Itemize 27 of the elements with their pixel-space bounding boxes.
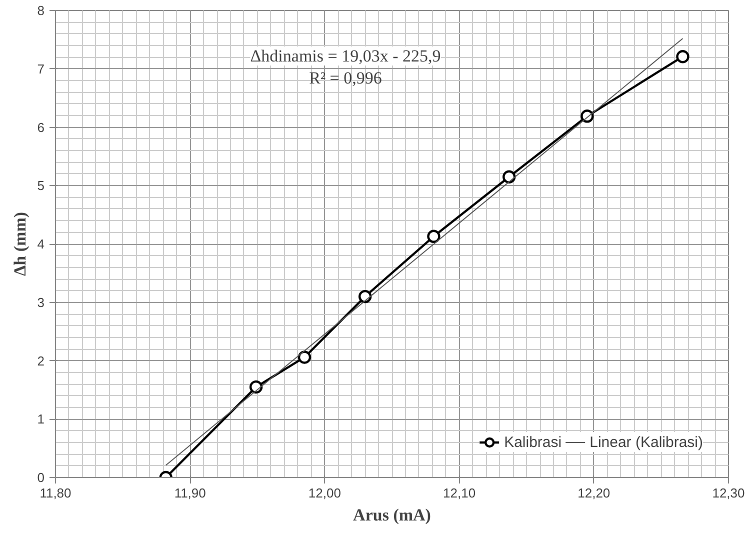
legend-label: Kalibrasi bbox=[504, 434, 562, 450]
point bbox=[427, 230, 440, 243]
x-tick-label: 12,30 bbox=[712, 486, 745, 500]
x-tick-label: 12,10 bbox=[443, 486, 476, 500]
y-tick-label: 4 bbox=[37, 236, 45, 252]
y-tick-label: 7 bbox=[37, 61, 45, 76]
y-tick-label: 5 bbox=[37, 178, 45, 194]
y-axis-title: Δh (mm) bbox=[10, 212, 30, 276]
x-tick-label: 11,90 bbox=[174, 486, 206, 500]
y-tick-label: 2 bbox=[37, 353, 45, 368]
x-axis-title: Arus (mA) bbox=[353, 506, 431, 524]
point bbox=[676, 50, 690, 64]
point bbox=[358, 290, 372, 304]
x-tick-label: 12,20 bbox=[578, 486, 610, 500]
y-tick-label: 0 bbox=[37, 470, 45, 485]
point bbox=[298, 350, 312, 364]
y-tick-label: 3 bbox=[37, 294, 45, 310]
legend-label: Linear (Kalibrasi) bbox=[590, 434, 703, 450]
y-tick-label: 1 bbox=[37, 412, 45, 427]
point bbox=[502, 170, 516, 184]
x-tick-label: 11,80 bbox=[40, 486, 72, 500]
y-tick-label: 6 bbox=[37, 120, 45, 135]
y-tick-label: 8 bbox=[37, 3, 45, 18]
x-tick-label: 12,00 bbox=[308, 486, 341, 500]
annotation: R² = 0,996 bbox=[309, 68, 382, 88]
point bbox=[249, 380, 263, 394]
annotation: Δhdinamis = 19,03x - 225,9 bbox=[250, 46, 441, 66]
